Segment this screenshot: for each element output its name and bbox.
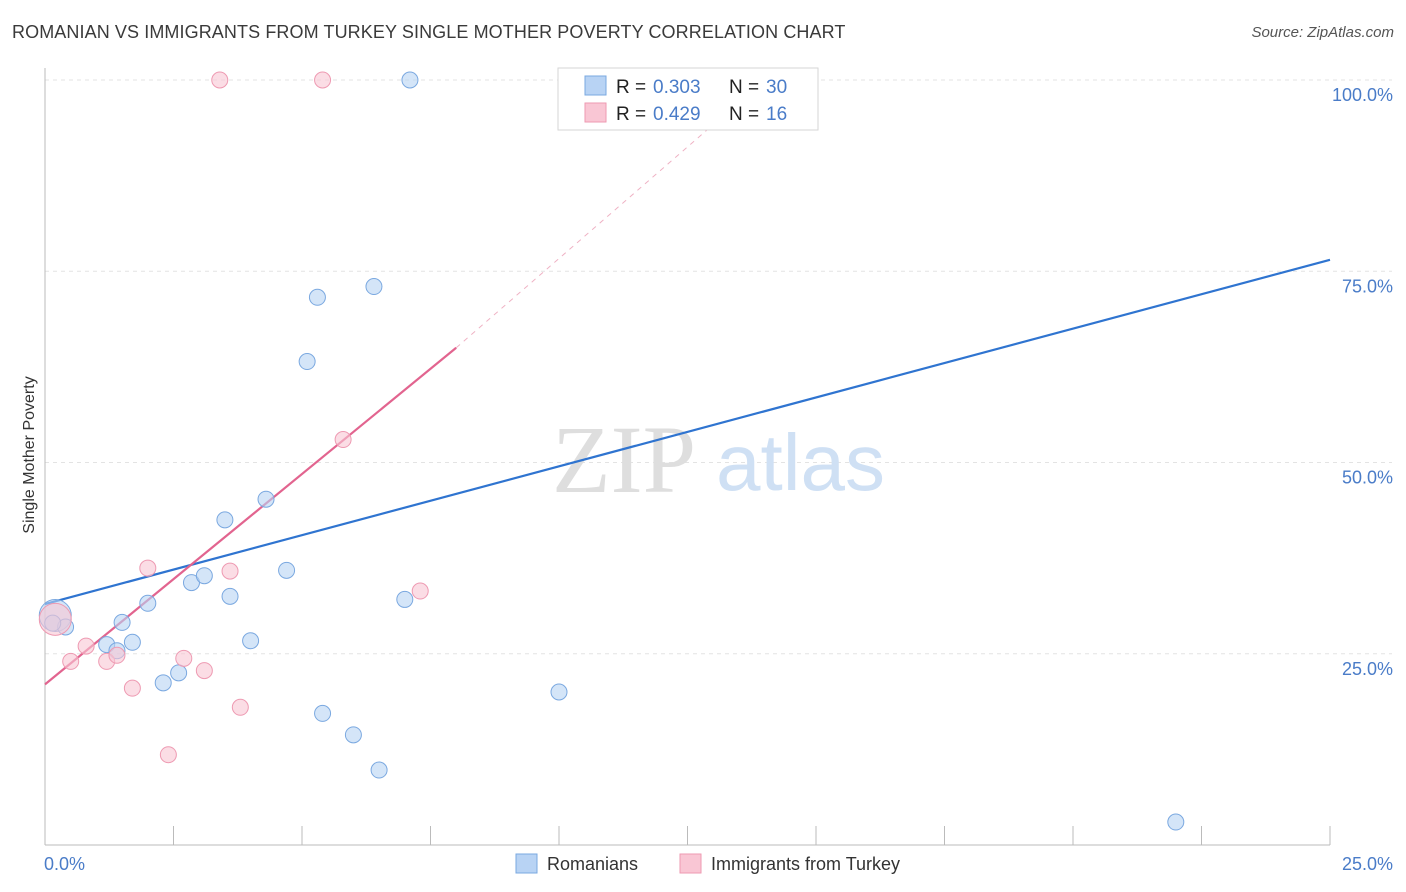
points-layer xyxy=(38,71,1185,831)
y-tick-label: 75.0% xyxy=(1342,276,1393,296)
romanian-point[interactable] xyxy=(139,594,157,612)
romanian-point[interactable] xyxy=(344,726,362,744)
chart-source: Source: ZipAtlas.com xyxy=(1251,24,1394,41)
x-tick-label: 25.0% xyxy=(1342,854,1393,874)
romanian-point[interactable] xyxy=(550,683,568,701)
legend-n-value: 30 xyxy=(766,77,787,98)
romanian-point[interactable] xyxy=(308,288,326,306)
romanian-point[interactable] xyxy=(257,490,275,508)
romanian-point[interactable] xyxy=(396,590,414,608)
romanian-point[interactable] xyxy=(278,561,296,579)
turkey-point[interactable] xyxy=(211,71,229,89)
romanian-point[interactable] xyxy=(370,761,388,779)
romanian-point[interactable] xyxy=(154,674,172,692)
y-axis-label: Single Mother Poverty xyxy=(21,376,38,533)
turkey-point[interactable] xyxy=(77,637,95,655)
legend-layer: R = 0.303 N = 30 R = 0.429 N = 16 xyxy=(557,67,819,131)
turkey-point[interactable] xyxy=(175,649,193,667)
romanian-point[interactable] xyxy=(314,704,332,722)
romanian-point[interactable] xyxy=(365,278,383,296)
romanian-point[interactable] xyxy=(195,567,213,585)
legend-n-label: N = xyxy=(729,77,759,98)
turkey-point[interactable] xyxy=(108,646,126,664)
romanian-point[interactable] xyxy=(123,633,141,651)
turkey-point[interactable] xyxy=(411,582,429,600)
turkey-point[interactable] xyxy=(38,602,72,636)
romanian-point[interactable] xyxy=(401,71,419,89)
x-tick-label: 0.0% xyxy=(44,854,85,874)
romanian-point[interactable] xyxy=(221,587,239,605)
bottom-legend-layer: Romanians Immigrants from Turkey xyxy=(515,853,900,874)
turkey-point[interactable] xyxy=(221,562,239,580)
y-tick-label: 100.0% xyxy=(1332,85,1393,105)
legend-swatch-blue xyxy=(584,75,607,96)
y-tick-label: 50.0% xyxy=(1342,468,1393,488)
turkey-point[interactable] xyxy=(195,662,213,680)
turkey-point[interactable] xyxy=(62,652,80,670)
watermark-atlas: atlas xyxy=(716,418,885,507)
chart-title: ROMANIAN VS IMMIGRANTS FROM TURKEY SINGL… xyxy=(12,22,846,42)
romanian-point[interactable] xyxy=(298,353,316,371)
turkey-point[interactable] xyxy=(231,698,249,716)
turkey-point[interactable] xyxy=(314,71,332,89)
turkey-point[interactable] xyxy=(334,431,352,449)
axes-layer: 25.0% 50.0% 75.0% 100.0% 0.0% 25.0% xyxy=(44,68,1393,874)
y-tick-label: 25.0% xyxy=(1342,659,1393,679)
bottom-legend-swatch-blue[interactable] xyxy=(515,853,538,874)
legend-r-value: 0.303 xyxy=(653,77,701,98)
bottom-legend-swatch-pink[interactable] xyxy=(679,853,702,874)
legend-r-label: R = xyxy=(616,104,646,125)
bottom-legend-label[interactable]: Immigrants from Turkey xyxy=(711,854,900,874)
watermark: ZIP atlas xyxy=(552,406,885,513)
grid-layer xyxy=(45,79,1392,655)
watermark-zip: ZIP xyxy=(552,406,696,513)
bottom-legend-label[interactable]: Romanians xyxy=(547,854,638,874)
turkey-point[interactable] xyxy=(159,746,177,764)
romanian-point[interactable] xyxy=(170,664,188,682)
romanian-trend-line xyxy=(44,258,1331,606)
romanian-point[interactable] xyxy=(1167,813,1185,831)
legend-swatch-pink xyxy=(584,102,607,123)
turkey-trend-line xyxy=(44,346,457,686)
romanian-point[interactable] xyxy=(242,632,260,650)
turkey-point[interactable] xyxy=(123,679,141,697)
legend-n-value: 16 xyxy=(766,104,787,125)
legend-n-label: N = xyxy=(729,104,759,125)
turkey-point[interactable] xyxy=(139,559,157,577)
legend-r-value: 0.429 xyxy=(653,104,701,125)
romanian-point[interactable] xyxy=(216,511,234,529)
legend-r-label: R = xyxy=(616,77,646,98)
romanian-point[interactable] xyxy=(113,613,131,631)
